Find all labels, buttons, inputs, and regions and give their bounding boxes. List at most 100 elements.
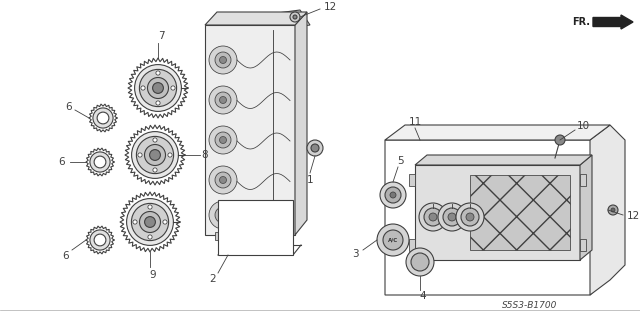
Circle shape [448, 213, 456, 221]
Circle shape [215, 132, 231, 148]
Circle shape [148, 205, 152, 209]
Circle shape [140, 211, 161, 233]
Circle shape [150, 150, 161, 160]
Circle shape [145, 145, 166, 166]
Circle shape [419, 203, 447, 231]
Text: 4: 4 [420, 291, 426, 301]
Circle shape [438, 203, 466, 231]
Circle shape [133, 220, 137, 224]
FancyBboxPatch shape [415, 165, 580, 260]
Circle shape [443, 208, 461, 226]
Circle shape [377, 224, 409, 256]
Circle shape [127, 199, 173, 245]
Polygon shape [385, 125, 610, 140]
Circle shape [215, 52, 231, 68]
Circle shape [209, 46, 237, 74]
Text: 12: 12 [323, 2, 337, 12]
Circle shape [131, 204, 168, 241]
Text: 6: 6 [66, 102, 72, 112]
Text: A/C: A/C [388, 238, 398, 242]
Circle shape [429, 213, 437, 221]
Circle shape [215, 92, 231, 108]
Circle shape [220, 56, 227, 63]
Polygon shape [210, 10, 310, 37]
Circle shape [140, 70, 177, 107]
Text: 6: 6 [59, 157, 65, 167]
Polygon shape [385, 140, 605, 295]
Circle shape [152, 83, 163, 93]
Text: 5: 5 [397, 156, 404, 166]
Circle shape [608, 205, 618, 215]
Circle shape [90, 152, 110, 172]
Text: S5S3-B1700: S5S3-B1700 [502, 300, 557, 309]
Circle shape [209, 126, 237, 154]
Circle shape [385, 187, 401, 203]
FancyBboxPatch shape [580, 239, 586, 251]
Circle shape [138, 153, 142, 157]
FancyBboxPatch shape [409, 239, 415, 251]
Circle shape [290, 12, 300, 22]
Circle shape [555, 135, 565, 145]
Circle shape [156, 101, 160, 105]
Polygon shape [580, 155, 592, 260]
Circle shape [147, 78, 168, 99]
Circle shape [209, 166, 237, 194]
Circle shape [383, 230, 403, 250]
Circle shape [163, 220, 167, 224]
Circle shape [456, 203, 484, 231]
Circle shape [94, 234, 106, 246]
Circle shape [424, 208, 442, 226]
Circle shape [611, 208, 615, 212]
Circle shape [171, 86, 175, 90]
Circle shape [209, 86, 237, 114]
FancyBboxPatch shape [580, 174, 586, 186]
FancyBboxPatch shape [215, 232, 225, 240]
Circle shape [311, 144, 319, 152]
Circle shape [411, 253, 429, 271]
Text: 3: 3 [352, 249, 358, 259]
Circle shape [136, 137, 173, 174]
Circle shape [132, 132, 179, 178]
Circle shape [293, 15, 297, 19]
Circle shape [220, 137, 227, 144]
FancyBboxPatch shape [205, 25, 295, 235]
Circle shape [156, 71, 160, 75]
Circle shape [90, 230, 110, 250]
Circle shape [390, 192, 396, 198]
Circle shape [168, 153, 172, 157]
Circle shape [215, 172, 231, 188]
Text: FR.: FR. [572, 17, 590, 27]
Circle shape [145, 217, 156, 227]
FancyBboxPatch shape [218, 200, 293, 255]
FancyBboxPatch shape [470, 175, 570, 250]
Text: 10: 10 [577, 121, 589, 131]
Text: 8: 8 [202, 150, 208, 160]
Circle shape [148, 235, 152, 239]
Text: 7: 7 [157, 31, 164, 41]
Text: 12: 12 [627, 211, 639, 221]
Polygon shape [295, 12, 307, 235]
Circle shape [220, 176, 227, 183]
Circle shape [380, 182, 406, 208]
Polygon shape [415, 155, 592, 165]
Polygon shape [205, 12, 307, 25]
Text: 1: 1 [307, 175, 314, 185]
FancyArrow shape [593, 15, 633, 29]
FancyBboxPatch shape [275, 232, 285, 240]
Circle shape [153, 138, 157, 142]
Circle shape [406, 248, 434, 276]
Text: 9: 9 [150, 270, 156, 280]
Circle shape [220, 97, 227, 103]
Circle shape [134, 65, 181, 111]
Circle shape [215, 207, 231, 223]
Text: 11: 11 [408, 117, 422, 127]
Circle shape [93, 108, 113, 128]
Circle shape [220, 211, 227, 219]
Circle shape [97, 112, 109, 124]
Text: 6: 6 [63, 251, 69, 261]
Polygon shape [590, 125, 625, 295]
Circle shape [209, 201, 237, 229]
Circle shape [466, 213, 474, 221]
Circle shape [461, 208, 479, 226]
Circle shape [94, 156, 106, 168]
